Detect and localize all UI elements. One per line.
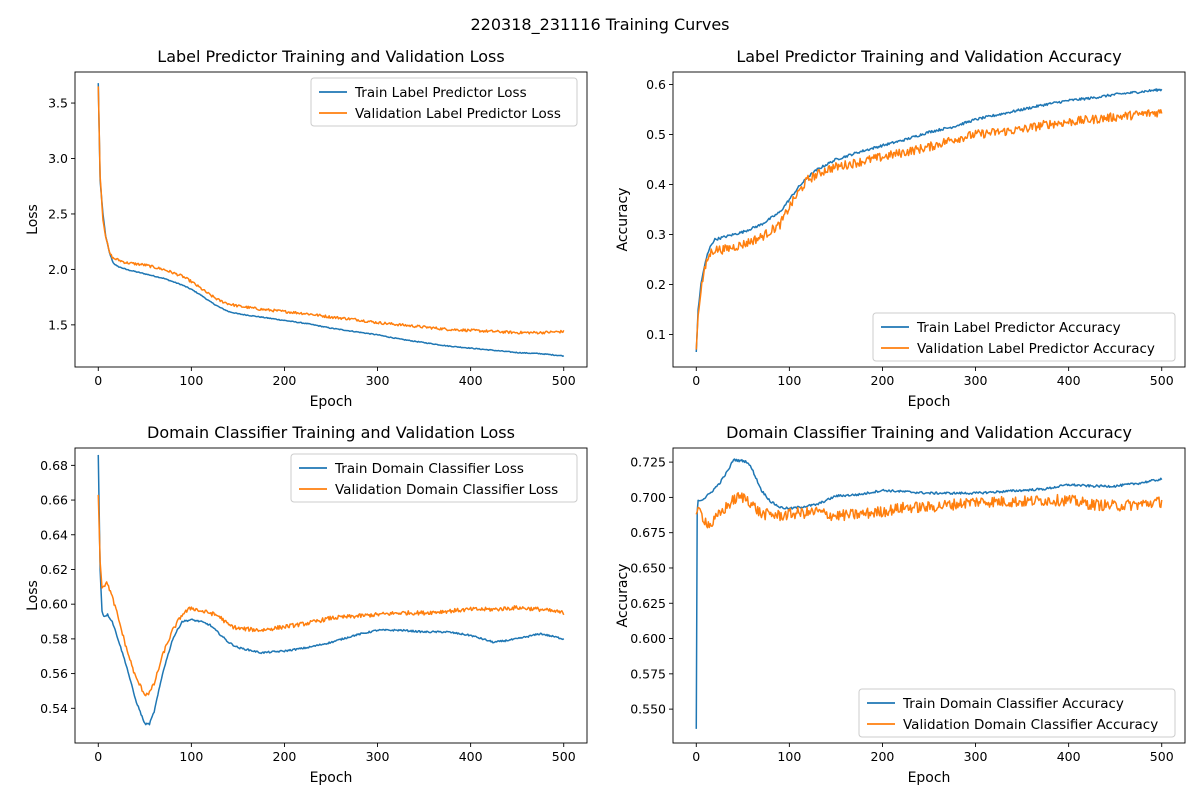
axes-frame — [74, 447, 588, 744]
y-axis-label: Loss — [25, 580, 41, 611]
legend: Train Label Predictor Loss Validation Lab… — [310, 77, 578, 127]
y-tick-label: 0.675 — [630, 525, 666, 540]
y-tick-label: 0.700 — [630, 490, 666, 505]
y-tick-label: 0.58 — [40, 631, 68, 646]
y-tick-label: 0.625 — [630, 596, 666, 611]
chart-panel-2: Label Predictor Training and Validation … — [615, 47, 1186, 410]
x-axis-label: Epoch — [310, 770, 353, 786]
x-tick-label: 400 — [1057, 749, 1081, 764]
y-tick-label: 0.600 — [630, 631, 666, 646]
y-tick-label: 0.66 — [40, 493, 68, 508]
y-axis-label: Loss — [25, 204, 41, 235]
x-axis-label: Epoch — [310, 394, 353, 410]
x-tick-label: 400 — [1057, 373, 1081, 388]
series-line-validation — [695, 492, 1163, 529]
x-tick-label: 200 — [273, 373, 297, 388]
x-tick-label: 0 — [94, 749, 102, 764]
y-tick-label: 0.54 — [40, 701, 68, 716]
legend: Train Domain Classifier Accuracy Validati… — [858, 688, 1176, 738]
y-tick-label: 0.1 — [646, 327, 666, 342]
x-tick-label: 500 — [552, 749, 576, 764]
x-tick-label: 500 — [1150, 373, 1174, 388]
axes-frame — [74, 71, 588, 368]
x-axis-label: Epoch — [908, 770, 951, 786]
x-tick-label: 100 — [777, 749, 801, 764]
axes-frame — [672, 71, 1186, 368]
y-tick-label: 2.0 — [48, 262, 68, 277]
series-line-train — [695, 88, 1163, 353]
legend-label: Validation Domain Classifier Loss — [335, 482, 558, 498]
figure-suptitle: 220318_231116 Training Curves — [471, 15, 730, 35]
series-line-train — [97, 83, 565, 358]
y-tick-label: 0.62 — [40, 562, 68, 577]
y-tick-label: 3.5 — [48, 96, 68, 111]
x-tick-label: 0 — [94, 373, 102, 388]
legend-box — [872, 312, 1176, 362]
y-axis-label: Accuracy — [615, 188, 631, 252]
legend: Train Domain Classifier Loss Validation D… — [290, 453, 578, 503]
y-tick-label: 2.5 — [48, 206, 68, 221]
legend-box — [290, 453, 578, 503]
legend-label: Train Label Predictor Loss — [354, 85, 527, 101]
y-axis-label: Accuracy — [615, 564, 631, 628]
x-tick-label: 300 — [964, 373, 988, 388]
chart-panel-3: Domain Classifier Training and Validatio… — [25, 423, 588, 786]
chart-title: Domain Classifier Training and Validatio… — [726, 423, 1132, 442]
x-axis-label: Epoch — [908, 394, 951, 410]
legend-label: Validation Domain Classifier Accuracy — [903, 717, 1158, 733]
x-tick-label: 200 — [871, 749, 895, 764]
y-tick-label: 0.2 — [646, 277, 666, 292]
x-tick-label: 200 — [273, 749, 297, 764]
x-tick-label: 100 — [777, 373, 801, 388]
chart-panels: Label Predictor Training and Validation … — [25, 47, 1186, 786]
x-tick-label: 0 — [692, 373, 700, 388]
chart-title: Label Predictor Training and Validation … — [736, 47, 1121, 66]
x-tick-label: 500 — [1150, 749, 1174, 764]
x-tick-label: 500 — [552, 373, 576, 388]
chart-panel-4: Domain Classifier Training and Validatio… — [615, 423, 1186, 786]
series-line-validation — [695, 109, 1163, 350]
chart-title: Domain Classifier Training and Validatio… — [147, 423, 515, 442]
axes-frame — [672, 447, 1186, 744]
y-tick-label: 0.5 — [646, 127, 666, 142]
x-tick-label: 100 — [179, 373, 203, 388]
y-tick-label: 0.68 — [40, 458, 68, 473]
x-tick-label: 400 — [459, 749, 483, 764]
series-line-train — [97, 454, 565, 726]
series-line-train — [695, 458, 1163, 729]
y-tick-label: 0.575 — [630, 666, 666, 681]
legend-label: Train Label Predictor Accuracy — [916, 320, 1121, 336]
x-tick-label: 300 — [366, 749, 390, 764]
legend-box — [858, 688, 1176, 738]
y-tick-label: 0.56 — [40, 666, 68, 681]
legend: Train Label Predictor Accuracy Validation… — [872, 312, 1176, 362]
y-tick-label: 0.60 — [40, 597, 68, 612]
legend-label: Validation Label Predictor Loss — [355, 106, 561, 122]
chart-panel-1: Label Predictor Training and Validation … — [25, 47, 588, 410]
y-tick-label: 3.0 — [48, 151, 68, 166]
x-tick-label: 300 — [964, 749, 988, 764]
x-tick-label: 400 — [459, 373, 483, 388]
series-line-validation — [97, 494, 565, 697]
y-tick-label: 0.550 — [630, 702, 666, 717]
legend-label: Train Domain Classifier Loss — [334, 461, 524, 477]
x-tick-label: 100 — [179, 749, 203, 764]
y-tick-label: 0.6 — [646, 77, 666, 92]
chart-title: Label Predictor Training and Validation … — [157, 47, 504, 66]
series-line-validation — [97, 86, 565, 335]
x-tick-label: 200 — [871, 373, 895, 388]
x-tick-label: 300 — [366, 373, 390, 388]
legend-label: Train Domain Classifier Accuracy — [902, 696, 1124, 712]
legend-box — [310, 77, 578, 127]
y-tick-label: 0.64 — [40, 527, 68, 542]
y-tick-label: 0.3 — [646, 227, 666, 242]
legend-label: Validation Label Predictor Accuracy — [917, 341, 1155, 357]
y-tick-label: 0.650 — [630, 560, 666, 575]
y-tick-label: 0.725 — [630, 455, 666, 470]
y-tick-label: 0.4 — [646, 177, 666, 192]
y-tick-label: 1.5 — [48, 317, 68, 332]
x-tick-label: 0 — [692, 749, 700, 764]
